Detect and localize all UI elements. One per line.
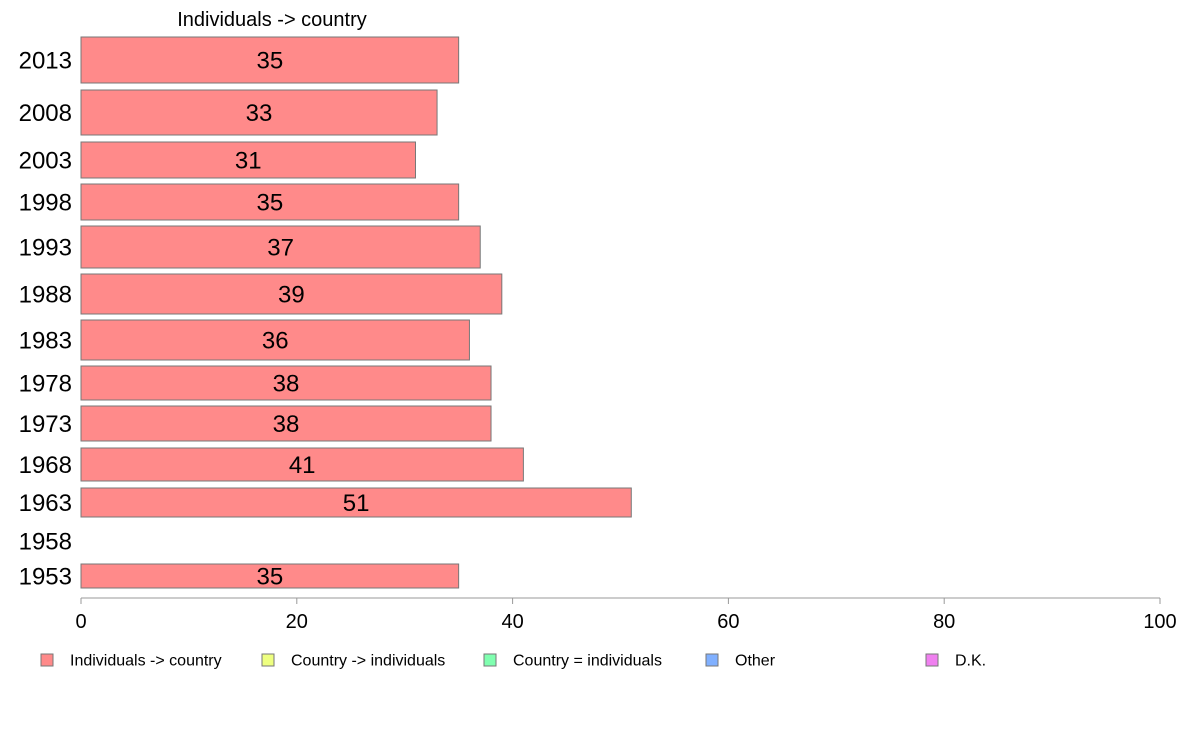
category-label: 1988 bbox=[19, 282, 72, 309]
bar-2008 bbox=[80, 89, 438, 136]
legend: Individuals -> country Country -> individ… bbox=[40, 653, 986, 670]
x-tick-label: 80 bbox=[933, 611, 955, 633]
bar-1968 bbox=[80, 447, 524, 482]
category-label: 2003 bbox=[19, 148, 72, 175]
bar-value-label: 51 bbox=[343, 490, 370, 517]
category-label: 1973 bbox=[19, 411, 72, 438]
bar-value-label: 38 bbox=[273, 411, 300, 438]
x-tick-label: 60 bbox=[717, 611, 739, 633]
bar-1963 bbox=[80, 487, 632, 518]
bar-1993 bbox=[80, 225, 481, 269]
category-label: 1953 bbox=[19, 564, 72, 591]
bar-value-label: 36 bbox=[262, 328, 289, 355]
category-label: 1983 bbox=[19, 328, 72, 355]
category-label: 1968 bbox=[19, 452, 72, 479]
bars-group: 35 33 31 35 37 39 36 38 38 41 51 35 bbox=[80, 36, 632, 591]
bar-value-label: 35 bbox=[256, 190, 283, 217]
bar-1973 bbox=[80, 405, 492, 442]
category-label: 1978 bbox=[19, 371, 72, 398]
category-label: 2008 bbox=[19, 100, 72, 127]
bar-value-label: 35 bbox=[256, 48, 283, 75]
legend-label: Country = individuals bbox=[513, 653, 662, 670]
x-axis: 0 20 40 60 80 100 bbox=[75, 597, 1177, 633]
category-label: 2013 bbox=[19, 48, 72, 75]
category-label: 1998 bbox=[19, 190, 72, 217]
legend-label: Country -> individuals bbox=[291, 653, 445, 670]
x-tick-label: 20 bbox=[286, 611, 308, 633]
bar-value-label: 37 bbox=[267, 235, 294, 262]
legend-swatch bbox=[483, 653, 497, 667]
x-tick-label: 100 bbox=[1143, 611, 1176, 633]
bar-1998 bbox=[80, 183, 460, 221]
category-label: 1993 bbox=[19, 235, 72, 262]
x-tick-label: 40 bbox=[501, 611, 523, 633]
bar-value-label: 31 bbox=[235, 148, 262, 175]
legend-label: Individuals -> country bbox=[70, 653, 222, 670]
category-label: 1963 bbox=[19, 490, 72, 517]
bar-1983 bbox=[80, 319, 470, 361]
bar-2003 bbox=[80, 141, 416, 179]
bar-value-label: 41 bbox=[289, 452, 316, 479]
legend-swatch bbox=[40, 653, 54, 667]
bar-1953 bbox=[80, 563, 460, 589]
legend-swatch bbox=[925, 653, 939, 667]
bar-value-label: 38 bbox=[273, 371, 300, 398]
bar-value-label: 39 bbox=[278, 282, 305, 309]
bar-1988 bbox=[80, 273, 503, 315]
bar-value-label: 33 bbox=[246, 100, 273, 127]
bar-value-label: 35 bbox=[256, 564, 283, 591]
chart-title: Individuals -> country bbox=[177, 9, 367, 31]
category-labels-group: 2013 2008 2003 1998 1993 1988 1983 1978 1973 1968… bbox=[19, 48, 72, 591]
legend-label: Other bbox=[735, 653, 776, 670]
legend-label: D.K. bbox=[955, 653, 986, 670]
category-label: 1958 bbox=[19, 529, 72, 556]
legend-swatch bbox=[261, 653, 275, 667]
legend-swatch bbox=[705, 653, 719, 667]
bar-2013 bbox=[80, 36, 460, 84]
bar-1978 bbox=[80, 365, 492, 401]
x-tick-label: 0 bbox=[75, 611, 86, 633]
